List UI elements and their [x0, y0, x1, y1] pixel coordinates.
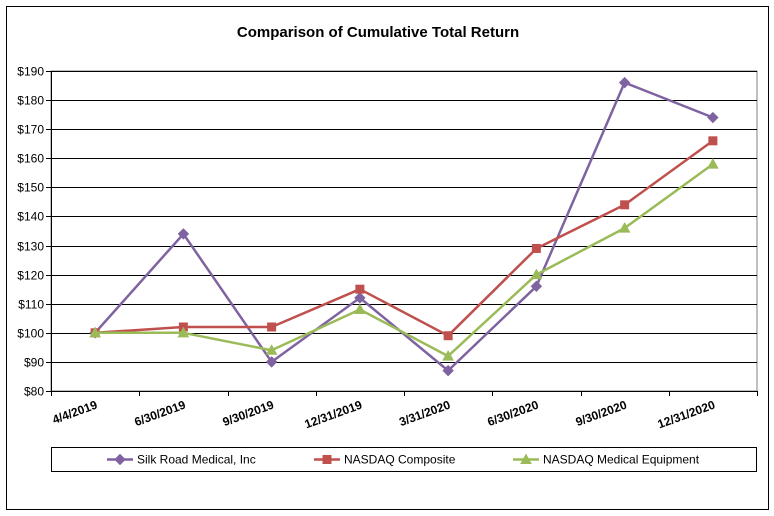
data-point	[707, 111, 719, 124]
y-tick-label: $160	[17, 152, 44, 166]
data-point	[354, 292, 366, 304]
y-tick-label: $90	[24, 356, 44, 370]
legend-marker	[322, 455, 332, 464]
series-line-nasdaq-medical-equipment	[95, 163, 714, 358]
gridlines	[50, 70, 758, 392]
y-tick-label: $100	[17, 327, 44, 341]
data-point	[618, 222, 631, 233]
data-point	[618, 76, 631, 89]
legend: Silk Road Medical, Inc NASDAQ Composite NA…	[51, 447, 757, 472]
data-point	[177, 228, 190, 240]
legend-label: NASDAQ Composite	[344, 453, 456, 467]
legend-marker	[520, 453, 532, 464]
series-line-nasdaq-composite	[95, 139, 714, 337]
data-point	[708, 136, 718, 146]
y-tick-label: $110	[18, 298, 44, 312]
data-point	[707, 158, 719, 169]
y-tick-label: $140	[17, 210, 44, 224]
data-point	[89, 326, 101, 338]
y-tick-label: $190	[17, 65, 44, 79]
plot-area	[50, 70, 758, 392]
data-point	[443, 331, 453, 341]
legend-item: NASDAQ Medical Equipment	[513, 453, 700, 467]
y-tick-label: $170	[17, 123, 44, 137]
y-tick-label: $180	[17, 94, 44, 108]
y-tick-label: $80	[24, 385, 44, 399]
data-point	[530, 268, 543, 280]
legend-label: Silk Road Medical, Inc	[137, 453, 256, 467]
data-point	[265, 344, 278, 355]
data-point	[354, 303, 366, 315]
legend-box	[51, 447, 757, 472]
legend-label: NASDAQ Medical Equipment	[543, 453, 700, 467]
data-point	[355, 284, 365, 294]
data-point	[265, 356, 278, 368]
data-point	[620, 200, 630, 210]
legend-item: NASDAQ Composite	[314, 453, 456, 467]
data-point	[267, 322, 277, 332]
data-point	[442, 350, 454, 361]
series-line-silk-road-medical-inc	[94, 81, 714, 372]
legend-marker	[114, 453, 126, 466]
data-point	[442, 364, 454, 377]
series-silk-road-medical-inc	[89, 76, 719, 377]
legend-item: Silk Road Medical, Inc	[107, 453, 256, 467]
y-tick-label: $150	[17, 181, 44, 195]
data-point	[530, 280, 543, 292]
chart-title: Comparison of Cumulative Total Return	[237, 24, 519, 41]
data-point	[531, 243, 541, 253]
series-nasdaq-medical-equipment	[89, 158, 719, 361]
y-tick-label: $130	[17, 240, 44, 254]
data-point	[177, 326, 190, 338]
series-group	[89, 76, 719, 377]
y-tick-label: $120	[17, 269, 44, 283]
